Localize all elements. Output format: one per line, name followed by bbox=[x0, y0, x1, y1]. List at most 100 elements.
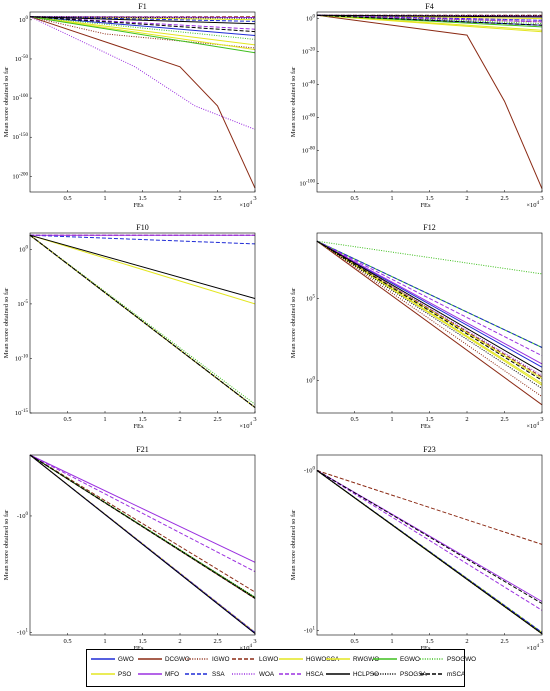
x-tick-label: 0.5 bbox=[350, 416, 358, 423]
series-line-hgwosca bbox=[29, 234, 256, 305]
panel-title: F4 bbox=[425, 2, 433, 11]
y-tick-label: -101 bbox=[17, 629, 29, 637]
y-tick-label: 100 bbox=[306, 376, 316, 384]
legend-item-mfo: MFO bbox=[138, 669, 179, 679]
legend-item-ssa: SSA bbox=[185, 669, 225, 679]
legend-label: DCGWO bbox=[165, 655, 190, 663]
series-group bbox=[316, 240, 543, 406]
x-tick-label: 1 bbox=[390, 638, 393, 645]
x-axis-label: FEs bbox=[420, 202, 431, 209]
x-scale-factor: ×104 bbox=[239, 201, 252, 209]
y-tick-label: 10-100 bbox=[12, 94, 28, 102]
x-scale-exponent: 4 bbox=[250, 644, 253, 649]
legend-swatch bbox=[373, 673, 397, 675]
legend-item-woa: WOA bbox=[232, 669, 274, 679]
y-tick-label: 10-80 bbox=[302, 147, 316, 155]
x-tick-label: 2.5 bbox=[213, 638, 221, 645]
series-line-rwgwo bbox=[29, 16, 256, 51]
y-tick-label: 10-100 bbox=[299, 180, 315, 188]
y-axis-label: Mean score obtained so far bbox=[290, 509, 297, 580]
legend-label: WOA bbox=[259, 670, 275, 678]
y-tick-label: 10-15 bbox=[15, 409, 29, 417]
plot-frame bbox=[29, 232, 256, 414]
legend-item-psogsa: PSOGSA bbox=[373, 669, 427, 679]
legend-item-msca: mSCA bbox=[420, 669, 465, 679]
y-axis-label: Mean score obtained so far bbox=[3, 509, 10, 580]
legend-item-lgwo: LGWO bbox=[232, 654, 278, 664]
y-tick-label: 100 bbox=[19, 245, 29, 253]
series-line-woa bbox=[29, 16, 256, 130]
x-scale-exponent: 4 bbox=[250, 201, 253, 206]
series-line-mfo bbox=[316, 240, 543, 365]
y-tick-label: 10-20 bbox=[302, 48, 316, 56]
x-tick-label: 0.5 bbox=[63, 638, 71, 645]
legend-swatch bbox=[420, 658, 444, 660]
y-tick-label: 10-200 bbox=[12, 172, 28, 180]
series-line-psogwo bbox=[316, 14, 543, 25]
series-line-psogsa bbox=[29, 16, 256, 19]
series-line-msca bbox=[29, 234, 256, 408]
legend-label: GWO bbox=[118, 655, 134, 663]
panel-title: F1 bbox=[138, 2, 146, 11]
series-line-psogsa bbox=[316, 240, 543, 389]
y-axis-label: Mean score obtained so far bbox=[3, 287, 10, 358]
legend-label: MFO bbox=[165, 670, 179, 678]
x-tick-label: 2 bbox=[465, 638, 468, 645]
y-tick-label: 10-40 bbox=[302, 81, 316, 89]
x-tick-label: 3 bbox=[253, 416, 256, 423]
legend-label: RWGWO bbox=[353, 655, 380, 663]
legend-label: PSO bbox=[118, 670, 132, 678]
x-axis-label: FEs bbox=[133, 423, 144, 430]
series-line-hclpso bbox=[29, 16, 256, 25]
legend-label: PSOGWO bbox=[447, 655, 477, 663]
legend-swatch bbox=[326, 658, 350, 660]
legend-item-egwo: EGWO bbox=[373, 654, 420, 664]
plot-frame bbox=[316, 11, 543, 193]
x-tick-label: 3 bbox=[540, 638, 543, 645]
legend-swatch bbox=[373, 658, 397, 660]
x-scale-exponent: 4 bbox=[250, 422, 253, 427]
legend-swatch bbox=[185, 658, 209, 660]
legend-label: LGWO bbox=[259, 655, 279, 663]
panel-f12: F12 0.5 1 1.5 2 2.5 3 FEs ×104 105 100 Mean score o… bbox=[290, 223, 544, 430]
x-tick-label: 2 bbox=[178, 416, 181, 423]
x-scale-exponent: 4 bbox=[537, 201, 540, 206]
x-tick-label: 1 bbox=[390, 416, 393, 423]
panel-title: F10 bbox=[136, 223, 148, 232]
series-line-dcgwo bbox=[316, 14, 543, 189]
y-tick-label: 10-10 bbox=[15, 354, 29, 362]
x-tick-label: 0.5 bbox=[350, 195, 358, 202]
x-tick-label: 1 bbox=[103, 416, 106, 423]
x-tick-label: 0.5 bbox=[63, 195, 71, 202]
series-group bbox=[29, 234, 256, 408]
series-line-igwo bbox=[29, 16, 256, 49]
panel-title: F23 bbox=[423, 445, 435, 454]
legend-swatch bbox=[232, 673, 256, 675]
series-line-ssa bbox=[29, 234, 256, 245]
x-tick-label: 2.5 bbox=[500, 195, 508, 202]
panel-f23: F23 0.5 1 1.5 2 2.5 3 FEs ×104 -100 -101 Mean score… bbox=[290, 445, 544, 652]
x-tick-label: 2 bbox=[178, 195, 181, 202]
y-tick-label: 10-5 bbox=[17, 300, 28, 308]
x-axis-label: FEs bbox=[420, 645, 431, 652]
y-tick-label: 10-50 bbox=[15, 55, 29, 63]
legend-swatch bbox=[138, 673, 162, 675]
x-scale-factor: ×104 bbox=[526, 422, 539, 430]
series-group bbox=[29, 16, 256, 189]
x-tick-label: 2 bbox=[465, 195, 468, 202]
panel-title: F21 bbox=[136, 445, 148, 454]
x-tick-label: 1.5 bbox=[425, 638, 433, 645]
panel-f21: F21 0.5 1 1.5 2 2.5 3 FEs ×104 -100 -101 Mean score… bbox=[3, 445, 257, 652]
series-line-hsca bbox=[29, 454, 256, 573]
legend-swatch bbox=[91, 658, 115, 660]
series-line-mfo bbox=[29, 454, 256, 563]
legend-item-psogwo: PSOGWO bbox=[420, 654, 476, 664]
series-line-lgwo bbox=[316, 470, 543, 545]
x-tick-label: 1 bbox=[103, 195, 106, 202]
legend-item-hsca: HSCA bbox=[279, 669, 324, 679]
legend-label: SSA bbox=[212, 670, 225, 678]
x-tick-label: 0.5 bbox=[63, 416, 71, 423]
panel-f1: F1 0.5 1 1.5 2 2.5 3 FEs ×104 100 10-50 10-100 10-15… bbox=[3, 2, 257, 209]
series-line-gwo bbox=[29, 16, 256, 36]
